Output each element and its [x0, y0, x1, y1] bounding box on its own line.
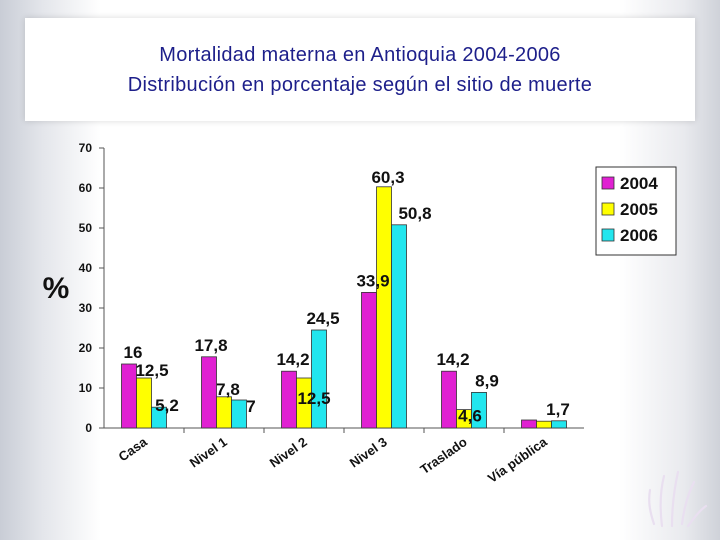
- chart-title: Mortalidad materna en Antioquia 2004-200…: [25, 18, 695, 121]
- category-label-2: Nivel 1: [187, 434, 230, 470]
- chart-legend: 2004 2005 2006: [595, 166, 677, 256]
- data-label-2004-5: 14,2: [436, 350, 469, 369]
- y-tick-label: 40: [79, 261, 93, 275]
- bar-2004-5: [441, 370, 457, 429]
- bar-2006-1: [151, 406, 167, 429]
- legend-swatch-2005: [601, 202, 615, 216]
- y-tick-label: 60: [79, 181, 93, 195]
- bar-2005-6: [536, 420, 552, 429]
- bar-2004-2: [201, 356, 217, 429]
- y-tick-label: 20: [79, 341, 93, 355]
- bar-2005-2: [216, 396, 232, 429]
- chart-title-line-1: Mortalidad materna en Antioquia 2004-200…: [159, 43, 561, 66]
- y-axis-label: %: [43, 272, 70, 305]
- category-label-4: Nivel 3: [347, 434, 390, 470]
- data-label-2006-2: 7: [246, 397, 255, 416]
- y-tick-label: 30: [79, 301, 93, 315]
- bar-2006-5: [471, 391, 487, 429]
- bar-2005-1: [136, 377, 152, 429]
- bar-2005-4: [376, 186, 392, 429]
- category-label-5: Traslado: [417, 434, 469, 477]
- bar-2006-6: [551, 420, 567, 429]
- data-label-2006-1: 5,2: [155, 396, 179, 415]
- legend-swatch-2004: [601, 176, 615, 190]
- y-tick-label: 70: [79, 141, 93, 155]
- data-label-2006-4: 50,8: [398, 204, 431, 223]
- category-label-3: Nivel 2: [267, 434, 310, 470]
- category-label-6: Vía pública: [485, 434, 550, 486]
- category-labels: Casa Nivel 1 Nivel 2 Nivel 3 Traslado Vía púb…: [116, 434, 551, 486]
- legend-label-2004: 2004: [620, 174, 658, 193]
- chart-axes: 0 10 20 30 40 50 60 70: [79, 141, 584, 435]
- y-tick-label: 50: [79, 221, 93, 235]
- legend-label-2006: 2006: [620, 226, 658, 245]
- data-label-2004-3: 14,2: [276, 350, 309, 369]
- data-label-2005-2: 7,8: [216, 380, 240, 399]
- data-label-2005-1: 12,5: [135, 361, 168, 380]
- y-tick-label: 10: [79, 381, 93, 395]
- data-label-2004-4: 33,9: [356, 271, 389, 290]
- bar-2004-4: [361, 291, 377, 429]
- bar-2004-6: [521, 419, 537, 429]
- data-label-2006-5: 8,9: [475, 371, 499, 390]
- category-label-1: Casa: [116, 434, 151, 465]
- bar-2004-3: [281, 370, 297, 429]
- legend-swatch-2006: [601, 228, 615, 242]
- bar-2006-2: [231, 399, 247, 429]
- legend-label-2005: 2005: [620, 200, 658, 219]
- data-label-2005-4: 60,3: [371, 168, 404, 187]
- bar-2006-3: [311, 329, 327, 429]
- data-label-2006-3: 24,5: [306, 309, 339, 328]
- value-labels: 1612,55,217,87,8714,212,524,533,960,350,…: [124, 168, 570, 426]
- chart-title-line-2: Distribución en porcentaje según el siti…: [127, 73, 593, 96]
- y-tick-label: 0: [85, 421, 92, 435]
- data-label-2005-3: 12,5: [297, 389, 330, 408]
- data-label-2005-6: 1,7: [546, 400, 570, 419]
- data-label-2004-2: 17,8: [194, 336, 227, 355]
- data-label-2005-5: 4,6: [458, 407, 482, 426]
- bar-2004-1: [121, 363, 137, 429]
- bar-2006-4: [391, 224, 407, 429]
- data-label-2004-1: 16: [124, 343, 143, 362]
- chart-bars: [121, 186, 567, 429]
- hand-logo-icon: [648, 470, 708, 528]
